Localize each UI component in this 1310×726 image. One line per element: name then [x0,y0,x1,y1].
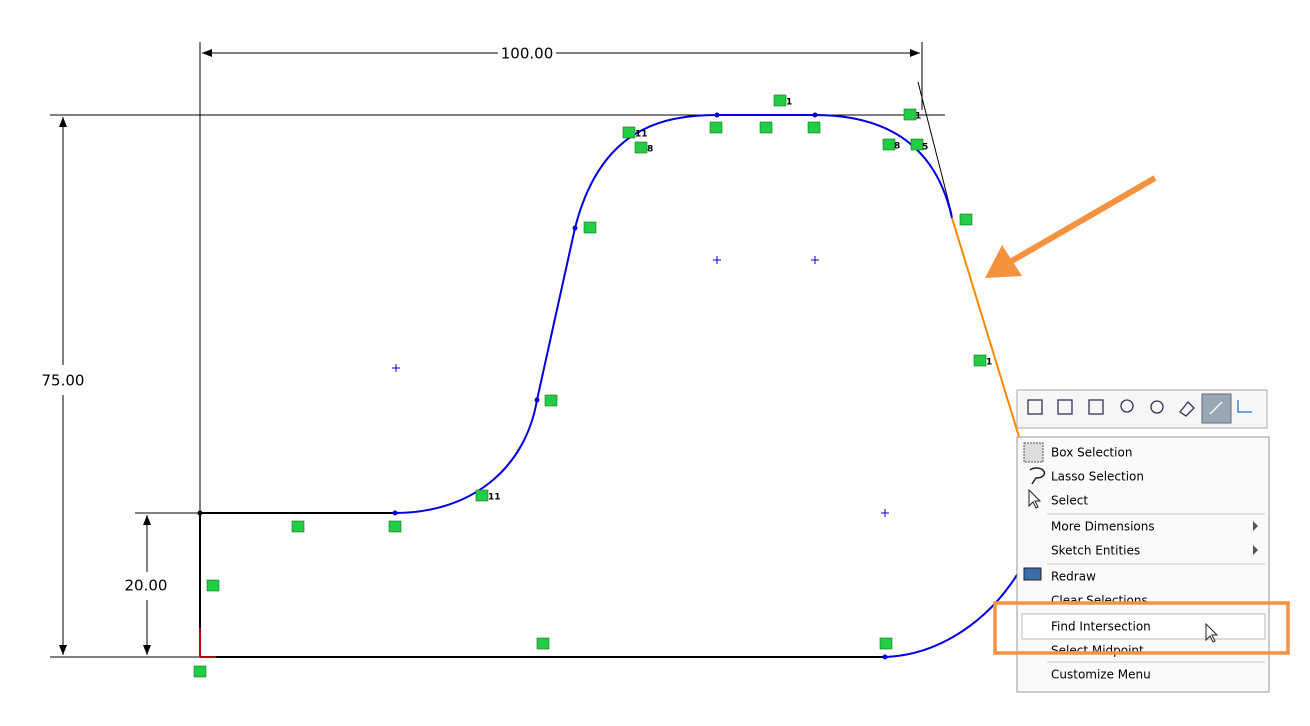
menu-item[interactable]: Redraw [1051,570,1096,584]
menu-item[interactable]: Lasso Selection [1051,470,1144,484]
relation-count: 1 [986,358,992,368]
toolbar-icon [1209,401,1223,415]
menu-item[interactable]: Clear Selections [1051,594,1148,608]
dimension-text[interactable]: 75.00 [42,372,85,390]
toolbar-button[interactable] [1179,401,1195,417]
relation-count: 11 [635,130,648,140]
toolbar-button[interactable] [1120,399,1134,413]
relation-count: 11 [488,493,501,503]
menu-item[interactable]: Sketch Entities [1051,544,1140,558]
toolbar-button-active[interactable] [1201,393,1232,424]
relation-icons [193,94,987,678]
menu-item[interactable]: Box Selection [1051,446,1132,460]
menu-item[interactable]: Customize Menu [1051,668,1151,682]
context-toolbar [1016,389,1268,429]
relation-count: 8 [647,145,653,155]
menu-item[interactable]: Find Intersection [1051,620,1151,634]
toolbar-button[interactable] [1150,400,1164,414]
mouse-cursor [1205,622,1219,643]
sketch-points [197,112,888,660]
callout-arrow [985,175,1157,278]
relation-count: 8 [894,142,900,152]
toolbar-button[interactable] [1088,399,1104,415]
relation-count: 1 [786,98,792,108]
menu-item[interactable]: More Dimensions [1051,520,1155,534]
dimension-text[interactable]: 100.00 [501,45,554,63]
toolbar-button[interactable] [1057,399,1073,415]
origin [199,628,216,658]
relation-count: 5 [922,143,928,153]
context-menu: Box Selection Lasso Selection Select Mor… [1016,436,1270,693]
toolbar-button[interactable] [1237,400,1252,413]
sketch-geometry [199,114,1021,658]
menu-item[interactable]: Select Midpoint [1051,644,1144,658]
center-marks [392,256,889,517]
highlight-box [993,601,1290,655]
dimension-lines [50,42,953,658]
relation-count: 1 [915,112,921,122]
toolbar-button[interactable] [1027,399,1043,415]
menu-hover [1021,613,1266,640]
menu-item[interactable]: Select [1051,494,1088,508]
dimension-text[interactable]: 20.00 [125,577,168,595]
